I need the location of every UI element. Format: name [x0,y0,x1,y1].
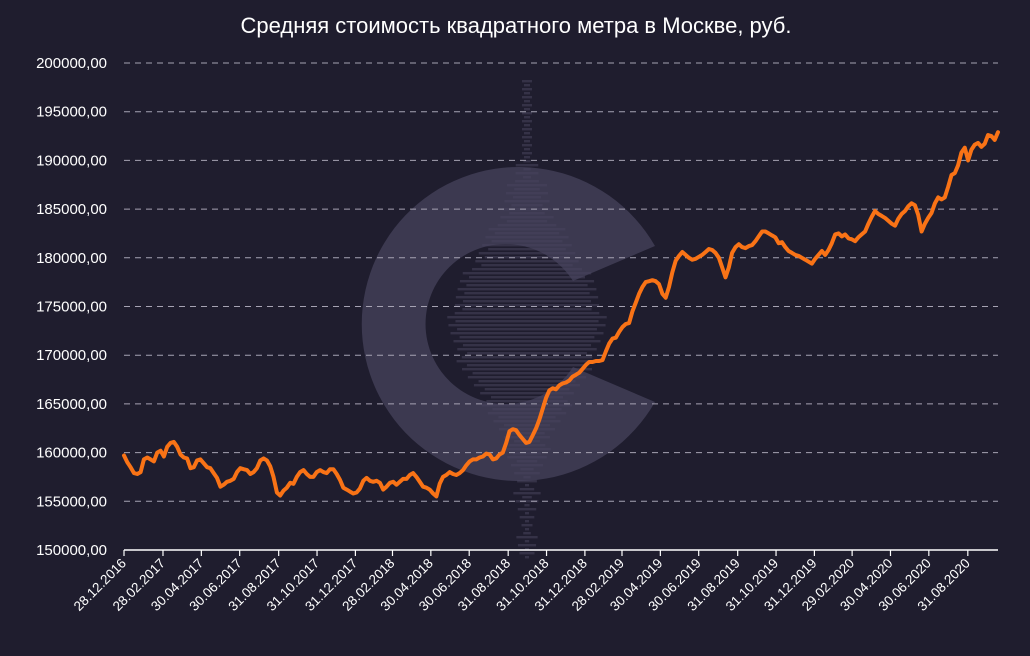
y-tick-label: 150000,00 [36,542,107,559]
y-tick-label: 160000,00 [36,445,107,462]
chart-title: Средняя стоимость квадратного метра в Мо… [240,13,791,38]
y-tick-label: 170000,00 [36,347,107,364]
watermark-c-shape [361,167,655,482]
watermark-wave [447,80,607,559]
y-tick-label: 200000,00 [36,55,107,72]
y-tick-label: 180000,00 [36,250,107,267]
y-tick-label: 155000,00 [36,493,107,510]
y-tick-label: 195000,00 [36,104,107,121]
y-tick-label: 190000,00 [36,152,107,169]
y-tick-label: 175000,00 [36,299,107,316]
y-tick-label: 185000,00 [36,201,107,218]
watermark-logo [361,80,655,559]
y-tick-label: 165000,00 [36,396,107,413]
series-line [122,130,1000,499]
